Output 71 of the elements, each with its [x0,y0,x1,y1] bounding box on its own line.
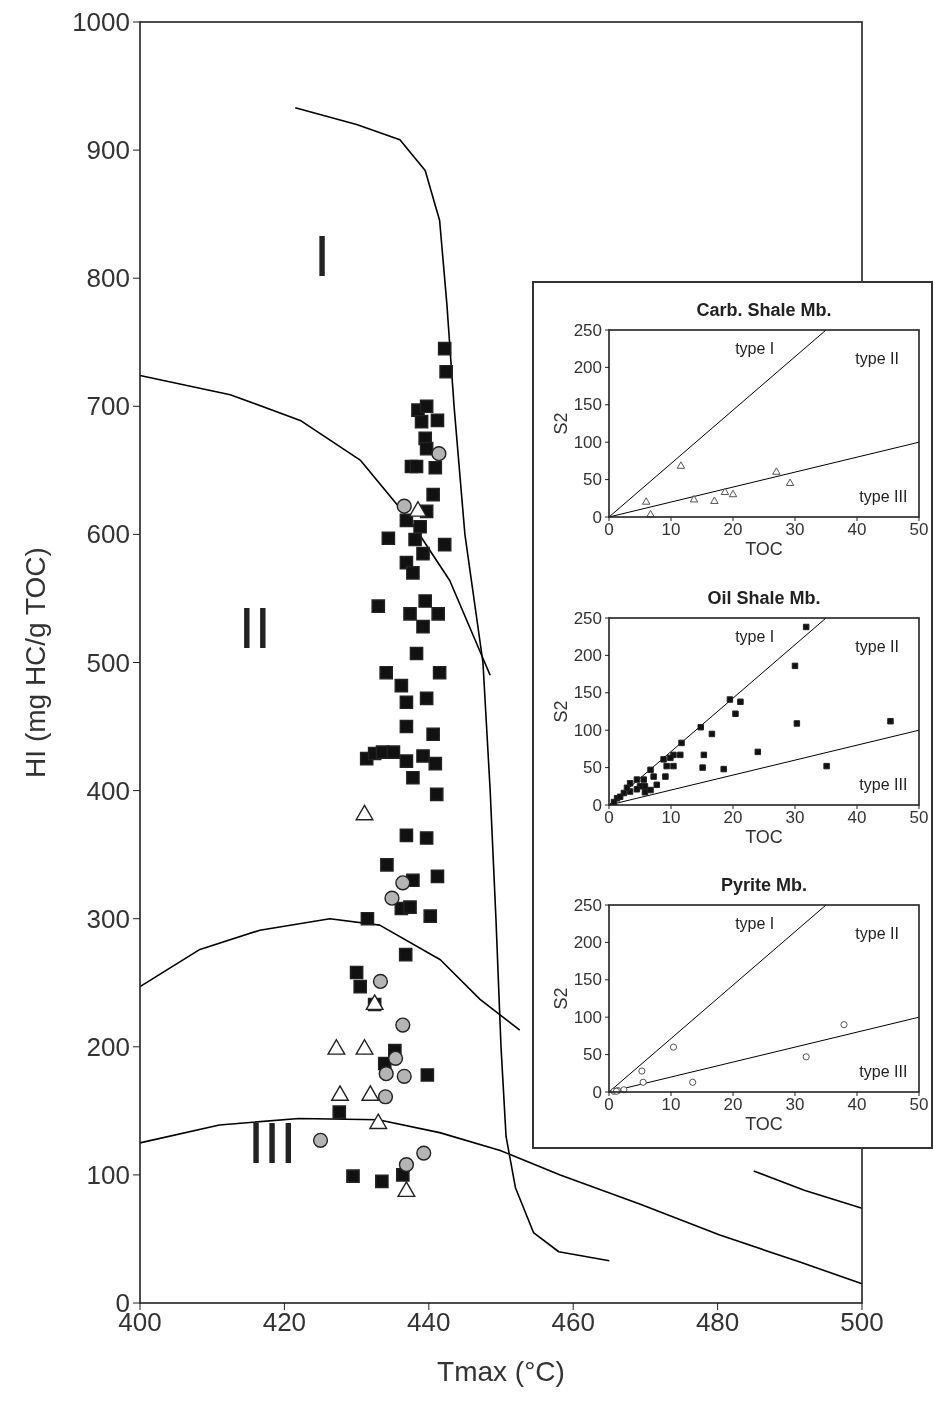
y-axis-title: S2 [551,987,571,1010]
y-tick-label: 400 [86,775,130,806]
x-tick-label: 440 [407,1307,451,1338]
x-tick-label: 40 [847,520,867,539]
y-tick-label: 700 [86,391,130,422]
x-tick-label: 0 [604,520,614,539]
x-tick-label: 50 [909,1095,929,1114]
annotation: II [238,595,271,661]
annotation: I [313,222,331,288]
x-tick-label: 40 [847,808,867,827]
x-tick-label: 10 [661,520,681,539]
x-tick-label: 0 [604,1095,614,1114]
x-tick-label: 10 [661,808,681,827]
y-axis-title: S2 [551,412,571,435]
y-axis-title: S2 [551,700,571,723]
y-tick-label: 50 [583,1045,602,1065]
y-tick-label: 100 [86,1159,130,1190]
x-axis-title: TOC [745,1114,783,1134]
y-tick-label: 250 [573,320,602,340]
chart-title: Carb. Shale Mb. [696,300,832,320]
x-tick-label: 30 [785,520,805,539]
y-tick-label: 900 [86,135,130,166]
y-tick-label: 50 [583,758,602,778]
y-tick-label: 100 [573,720,602,740]
y-tick-label: 150 [573,970,602,990]
x-tick-label: 50 [909,520,929,539]
x-tick-label: 40 [847,1095,867,1114]
y-tick-label: 150 [573,395,602,415]
x-tick-label: 420 [262,1307,307,1338]
y-tick-label: 200 [573,357,602,377]
annotation: type II [855,924,899,942]
y-tick-label: 500 [86,647,130,678]
annotation: type I [735,915,775,933]
annotation: type III [859,1062,908,1080]
x-tick-label: 460 [551,1307,595,1338]
x-tick-label: 30 [785,1095,805,1114]
x-axis-title: Tmax (°C) [437,1356,565,1387]
annotation: III [247,1110,297,1176]
x-tick-label: 50 [909,808,929,827]
annotation: type I [735,340,775,358]
x-tick-label: 30 [785,808,805,827]
annotation: type II [855,349,899,367]
y-tick-label: 800 [86,263,130,294]
y-tick-label: 200 [86,1031,130,1062]
chart-title: Pyrite Mb. [720,875,808,895]
x-tick-label: 500 [840,1307,884,1338]
y-tick-label: 200 [573,645,602,665]
x-tick-label: 480 [695,1307,740,1338]
annotation: type III [859,775,908,793]
x-axis-title: TOC [745,539,783,559]
y-tick-label: 100 [573,1007,602,1027]
x-tick-label: 20 [723,520,743,539]
annotation: type I [735,628,775,646]
annotation: type III [859,487,908,505]
annotation: type II [855,637,899,655]
y-tick-label: 250 [573,608,602,628]
y-tick-label: 100 [573,432,602,452]
y-tick-label: 150 [573,683,602,703]
x-axis-title: TOC [745,827,783,847]
x-tick-label: 10 [661,1095,681,1114]
y-axis-title: HI (mg HC/g TOC) [19,547,51,778]
x-tick-label: 0 [604,808,614,827]
y-tick-label: 50 [583,470,602,490]
y-tick-label: 600 [86,519,130,550]
x-tick-label: 20 [723,808,743,827]
x-tick-label: 20 [723,1095,743,1114]
chart-title: Oil Shale Mb. [707,588,821,608]
y-tick-label: 250 [573,895,602,915]
y-tick-label: 1000 [72,7,130,37]
y-tick-label: 300 [86,903,130,934]
y-tick-label: 200 [573,932,602,952]
